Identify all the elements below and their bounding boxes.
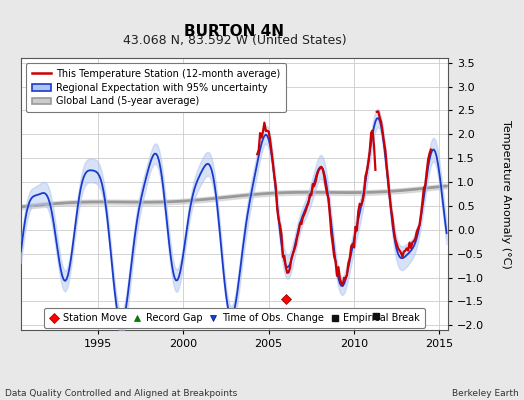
Y-axis label: Temperature Anomaly (°C): Temperature Anomaly (°C) bbox=[501, 120, 511, 268]
Legend: Station Move, Record Gap, Time of Obs. Change, Empirical Break: Station Move, Record Gap, Time of Obs. C… bbox=[44, 308, 425, 328]
Text: 43.068 N, 83.592 W (United States): 43.068 N, 83.592 W (United States) bbox=[123, 34, 346, 47]
Text: Berkeley Earth: Berkeley Earth bbox=[452, 389, 519, 398]
Text: Data Quality Controlled and Aligned at Breakpoints: Data Quality Controlled and Aligned at B… bbox=[5, 389, 237, 398]
Title: BURTON 4N: BURTON 4N bbox=[184, 24, 285, 39]
